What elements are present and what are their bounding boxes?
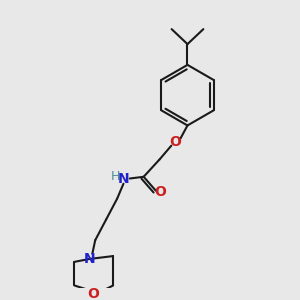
Text: H: H	[111, 170, 120, 183]
Text: O: O	[154, 185, 166, 199]
Text: N: N	[84, 252, 95, 266]
Text: N: N	[118, 172, 129, 186]
Text: O: O	[87, 287, 99, 300]
Text: O: O	[169, 135, 181, 149]
